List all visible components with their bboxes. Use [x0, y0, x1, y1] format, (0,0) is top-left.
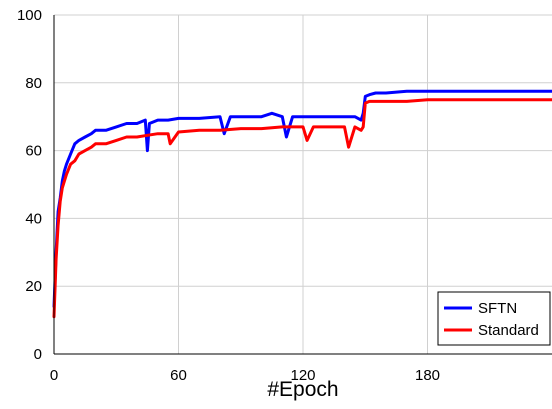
x-tick-label-120: 120 [290, 367, 315, 384]
x-tick-label-0: 0 [50, 367, 58, 384]
series-lines [52, 89, 552, 319]
x-tick-label-180: 180 [415, 367, 440, 384]
grid [54, 14, 552, 354]
y-tick-label-100: 100 [17, 7, 42, 24]
legend-label-sftn: SFTN [478, 300, 517, 317]
series-line-standard [52, 98, 552, 319]
legend-label-standard: Standard [478, 322, 539, 339]
legend-box [437, 291, 551, 346]
y-tick-label-0: 0 [34, 346, 42, 363]
y-tick-label-40: 40 [25, 210, 42, 227]
y-tick-label-20: 20 [25, 278, 42, 295]
y-tick-labels: 0 20 40 60 80 100 [17, 7, 42, 363]
series-line-sftn [52, 89, 552, 308]
x-tick-label-60: 60 [170, 367, 187, 384]
y-tick-label-80: 80 [25, 75, 42, 92]
x-tick-labels: 0 60 120 180 [50, 367, 440, 384]
x-axis-label: #Epoch [267, 378, 338, 401]
y-tick-label-60: 60 [25, 143, 42, 160]
legend: SFTN Standard [437, 291, 551, 346]
